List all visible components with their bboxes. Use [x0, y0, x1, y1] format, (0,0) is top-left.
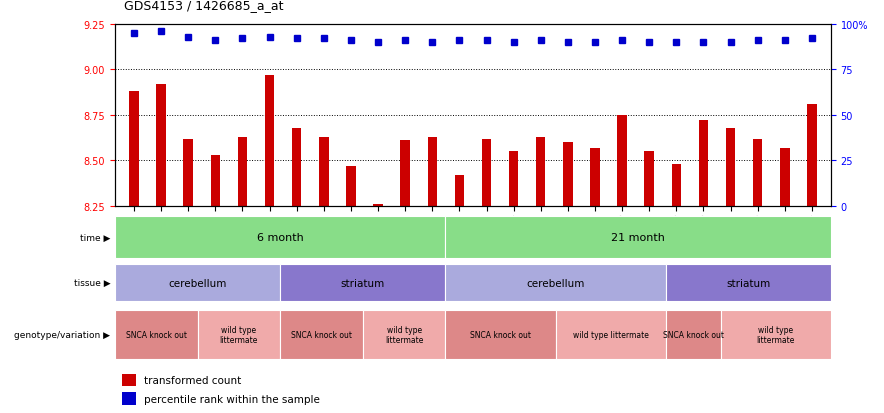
Bar	[347, 166, 355, 206]
Bar	[720, 310, 831, 359]
Bar	[666, 264, 831, 301]
Bar	[446, 264, 666, 301]
Bar	[509, 152, 518, 206]
Text: striatum: striatum	[727, 278, 771, 288]
Text: 21 month: 21 month	[611, 233, 665, 242]
Text: SNCA knock out: SNCA knock out	[126, 330, 187, 339]
Text: cerebellum: cerebellum	[526, 278, 584, 288]
Bar	[183, 139, 193, 206]
Text: GDS4153 / 1426685_a_at: GDS4153 / 1426685_a_at	[124, 0, 283, 12]
Bar	[726, 128, 735, 206]
Bar	[238, 138, 248, 206]
Bar	[555, 310, 666, 359]
Text: SNCA knock out: SNCA knock out	[470, 330, 531, 339]
Bar	[672, 165, 681, 206]
Bar	[698, 121, 708, 206]
Bar	[563, 143, 573, 206]
Text: wild type littermate: wild type littermate	[573, 330, 649, 339]
Bar	[482, 139, 492, 206]
Bar	[428, 138, 437, 206]
Bar	[446, 217, 831, 258]
Bar	[115, 264, 280, 301]
Text: percentile rank within the sample: percentile rank within the sample	[143, 394, 319, 404]
Text: SNCA knock out: SNCA knock out	[663, 330, 724, 339]
Bar	[122, 374, 136, 386]
Text: wild type
littermate: wild type littermate	[219, 325, 258, 344]
Text: cerebellum: cerebellum	[168, 278, 226, 288]
Text: wild type
littermate: wild type littermate	[385, 325, 423, 344]
Bar	[400, 141, 410, 206]
Bar	[666, 310, 720, 359]
Bar	[807, 105, 817, 206]
Bar	[292, 128, 301, 206]
Bar	[210, 156, 220, 206]
Bar	[753, 139, 763, 206]
Bar	[446, 310, 555, 359]
Bar	[617, 116, 627, 206]
Text: SNCA knock out: SNCA knock out	[291, 330, 352, 339]
Text: genotype/variation ▶: genotype/variation ▶	[14, 330, 110, 339]
Bar	[280, 310, 362, 359]
Bar	[129, 92, 139, 206]
Text: time ▶: time ▶	[80, 233, 110, 242]
Bar	[319, 138, 329, 206]
Bar	[644, 152, 654, 206]
Text: 6 month: 6 month	[256, 233, 303, 242]
Text: transformed count: transformed count	[143, 375, 240, 385]
Bar	[265, 76, 274, 206]
Text: tissue ▶: tissue ▶	[74, 278, 110, 287]
Bar	[362, 310, 446, 359]
Text: striatum: striatum	[340, 278, 385, 288]
Bar	[373, 205, 383, 206]
Bar	[122, 392, 136, 405]
Bar	[591, 148, 599, 206]
Bar	[280, 264, 446, 301]
Bar	[454, 176, 464, 206]
Bar	[156, 85, 166, 206]
Bar	[780, 148, 789, 206]
Text: wild type
littermate: wild type littermate	[757, 325, 795, 344]
Bar	[115, 310, 197, 359]
Bar	[536, 138, 545, 206]
Bar	[197, 310, 280, 359]
Bar	[115, 217, 446, 258]
